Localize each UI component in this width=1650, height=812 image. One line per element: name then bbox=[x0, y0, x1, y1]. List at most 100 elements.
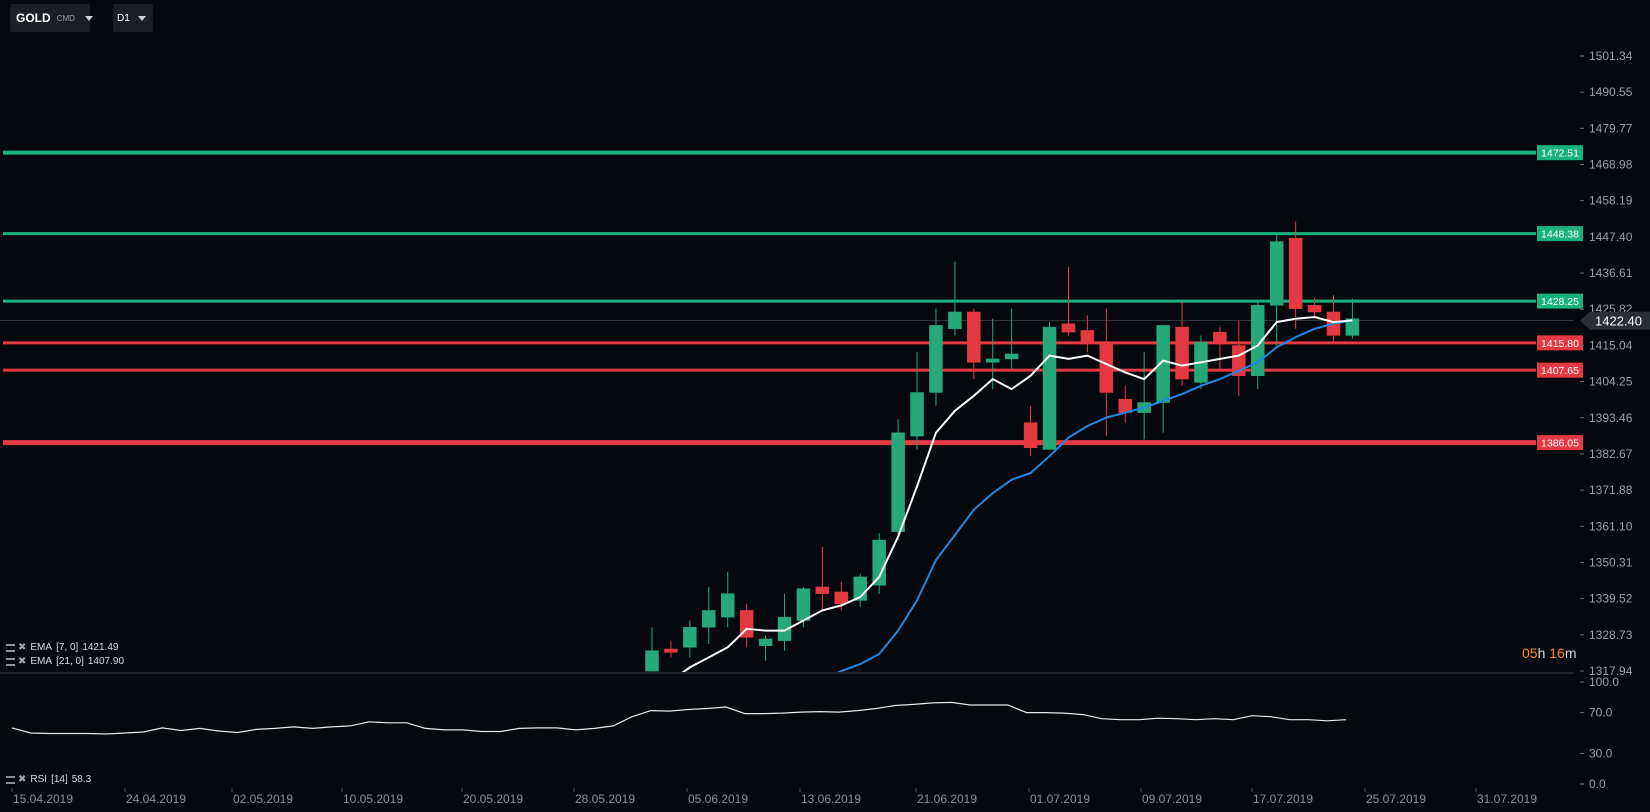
candle-bull[interactable] bbox=[872, 539, 886, 586]
candle-bull[interactable] bbox=[702, 610, 716, 628]
indicator-params: [7, 0] bbox=[56, 642, 79, 653]
countdown-hours-unit: h bbox=[1537, 645, 1546, 661]
candle-bear[interactable] bbox=[1099, 341, 1114, 393]
ema-slow-line bbox=[837, 319, 1353, 672]
candle-bear[interactable] bbox=[967, 311, 981, 363]
candle-bull[interactable] bbox=[1269, 241, 1284, 306]
date-tick-label: 31.07.2019 bbox=[1477, 792, 1537, 806]
indicator-name: EMA bbox=[30, 642, 53, 653]
date-tick-label: 24.04.2019 bbox=[126, 792, 186, 806]
date-tick-label: 25.07.2019 bbox=[1366, 792, 1426, 806]
candle-bear[interactable] bbox=[1080, 330, 1095, 343]
price-axis-line bbox=[0, 320, 1574, 674]
rsi-tick-label: 100.0 bbox=[1589, 675, 1619, 689]
candle-bear[interactable] bbox=[834, 591, 849, 604]
date-tick-label: 21.06.2019 bbox=[917, 792, 977, 806]
candle-bear[interactable] bbox=[1213, 331, 1227, 343]
close-icon[interactable]: ✖ bbox=[18, 642, 27, 653]
ema-lines bbox=[681, 315, 1353, 672]
settings-icon[interactable] bbox=[6, 643, 15, 652]
candle-bull[interactable] bbox=[645, 650, 659, 672]
settings-icon[interactable] bbox=[6, 775, 15, 784]
price-tick-label: 1415.04 bbox=[1589, 338, 1633, 352]
price-tick-label: 1393.46 bbox=[1589, 411, 1633, 425]
rsi-panel: 100.0 70.0 30.0 0.0 bbox=[11, 675, 1619, 791]
candle-bull[interactable] bbox=[1004, 353, 1019, 360]
candle-bull[interactable] bbox=[683, 626, 697, 648]
date-tick-label: 05.06.2019 bbox=[688, 792, 748, 806]
countdown-hours: 05 bbox=[1522, 645, 1538, 661]
indicator-value: 58.3 bbox=[71, 774, 92, 785]
price-tick-label: 1382.67 bbox=[1589, 447, 1633, 461]
candle-bull[interactable] bbox=[948, 311, 962, 330]
date-tick-label: 10.05.2019 bbox=[343, 792, 403, 806]
level-badge bbox=[1537, 293, 1583, 309]
price-tick-label: 1404.25 bbox=[1589, 375, 1633, 389]
indicator-name: EMA bbox=[30, 656, 53, 667]
rsi-tick-label: 30.0 bbox=[1589, 746, 1613, 760]
price-tick-label: 1468.98 bbox=[1589, 158, 1633, 172]
settings-icon[interactable] bbox=[6, 657, 15, 666]
candle-bull[interactable] bbox=[985, 358, 1000, 363]
price-tick-label: 1458.19 bbox=[1589, 194, 1633, 208]
candle-bull[interactable] bbox=[891, 432, 905, 532]
indicator-params: [14] bbox=[51, 774, 68, 785]
date-axis: 15.04.2019 24.04.2019 02.05.2019 10.05.2019… bbox=[11, 788, 1537, 806]
level-label: 1428.25 bbox=[1541, 296, 1579, 308]
price-tick-label: 1350.31 bbox=[1589, 555, 1633, 569]
candle-bear[interactable] bbox=[1061, 323, 1076, 333]
candle-countdown: 05h 16m bbox=[1522, 645, 1577, 661]
price-axis: 1501.34 1490.55 1479.77 1468.98 1458.19 1447.… bbox=[1580, 49, 1650, 678]
candle-bull[interactable] bbox=[758, 638, 773, 646]
current-price-badge bbox=[1580, 311, 1650, 330]
candle-bear[interactable] bbox=[1307, 305, 1322, 313]
candle-bull[interactable] bbox=[1042, 326, 1057, 450]
symbol-selector[interactable]: GOLD CMD bbox=[10, 4, 93, 32]
price-levels: 1472.51 1448.38 1428.25 1415.80 1407.65 1386.… bbox=[3, 145, 1583, 451]
candle-bull[interactable] bbox=[777, 616, 792, 641]
symbol-type: CMD bbox=[56, 13, 75, 23]
price-tick-label: 1501.34 bbox=[1589, 49, 1633, 63]
candle-bull[interactable] bbox=[1345, 318, 1360, 336]
candle-bear[interactable] bbox=[664, 648, 678, 653]
candle-bull[interactable] bbox=[796, 588, 811, 621]
symbol-name: GOLD bbox=[16, 11, 51, 25]
ema-slow-legend[interactable]: ✖ EMA [21, 0] 1407.90 bbox=[6, 656, 124, 667]
date-tick-label: 17.07.2019 bbox=[1253, 792, 1313, 806]
ema-fast-legend[interactable]: ✖ EMA [7, 0] 1421.49 bbox=[6, 642, 118, 653]
level-badge bbox=[1537, 435, 1583, 451]
candle-bull[interactable] bbox=[1251, 305, 1265, 376]
close-icon[interactable]: ✖ bbox=[18, 774, 27, 785]
date-tick-label: 01.07.2019 bbox=[1030, 792, 1090, 806]
timeframe-label: D1 bbox=[117, 12, 130, 24]
candle-bull[interactable] bbox=[929, 325, 943, 393]
price-tick-label: 1317.94 bbox=[1589, 664, 1633, 678]
chevron-down-icon bbox=[137, 15, 146, 21]
candle-bear[interactable] bbox=[1023, 422, 1038, 449]
price-tick-label: 1328.73 bbox=[1589, 628, 1633, 642]
date-tick-label: 09.07.2019 bbox=[1142, 792, 1202, 806]
candle-bull[interactable] bbox=[1156, 325, 1170, 403]
candle-bull[interactable] bbox=[910, 392, 924, 437]
candle-bull[interactable] bbox=[720, 593, 735, 618]
candle-bear[interactable] bbox=[815, 586, 830, 594]
level-badge bbox=[1537, 362, 1583, 378]
close-icon[interactable]: ✖ bbox=[18, 656, 27, 667]
candle-bear[interactable] bbox=[1288, 237, 1303, 309]
level-label: 1448.38 bbox=[1541, 229, 1579, 241]
candle-bear[interactable] bbox=[1175, 326, 1189, 380]
price-tick-label: 1436.61 bbox=[1589, 266, 1633, 280]
price-tick-label: 1339.52 bbox=[1589, 592, 1633, 606]
level-label: 1415.80 bbox=[1541, 338, 1579, 350]
price-tick-label: 1371.88 bbox=[1589, 483, 1633, 497]
rsi-legend[interactable]: ✖ RSI [14] 58.3 bbox=[6, 774, 91, 785]
level-badge bbox=[1537, 335, 1583, 351]
candle-bear[interactable] bbox=[739, 610, 754, 638]
indicator-params: [21, 0] bbox=[56, 656, 84, 667]
date-tick-label: 28.05.2019 bbox=[575, 792, 635, 806]
timeframe-selector[interactable]: D1 bbox=[113, 4, 153, 32]
countdown-minutes-unit: m bbox=[1564, 645, 1577, 661]
level-badge bbox=[1537, 145, 1583, 161]
date-tick-label: 13.06.2019 bbox=[801, 792, 861, 806]
